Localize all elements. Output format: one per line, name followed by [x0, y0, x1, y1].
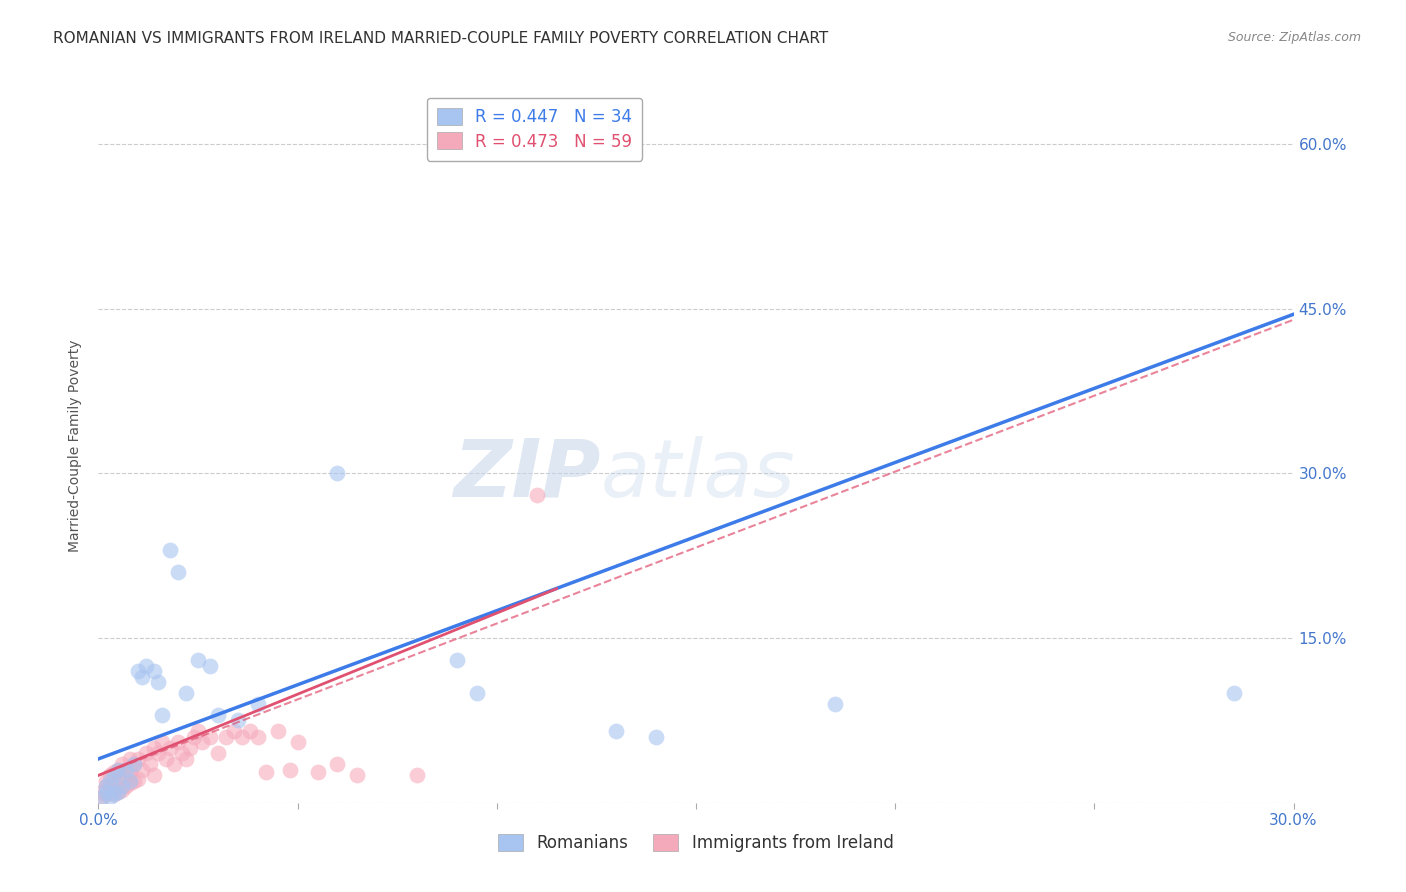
- Point: [127, 772, 149, 786]
- Point: [98, 773, 122, 788]
- Text: ROMANIAN VS IMMIGRANTS FROM IRELAND MARRIED-COUPLE FAMILY POVERTY CORRELATION CH: ROMANIAN VS IMMIGRANTS FROM IRELAND MARR…: [53, 31, 828, 46]
- Legend: Romanians, Immigrants from Ireland: Romanians, Immigrants from Ireland: [492, 827, 900, 859]
- Point: [254, 765, 277, 780]
- Point: [198, 730, 221, 744]
- Point: [207, 708, 229, 723]
- Point: [91, 785, 114, 799]
- Point: [163, 757, 186, 772]
- Point: [267, 724, 290, 739]
- Point: [446, 653, 468, 667]
- Point: [120, 776, 142, 790]
- Point: [135, 747, 157, 761]
- Point: [124, 757, 146, 772]
- Point: [107, 763, 129, 777]
- Point: [107, 763, 129, 777]
- Point: [167, 735, 190, 749]
- Point: [115, 763, 138, 777]
- Point: [526, 488, 548, 502]
- Point: [127, 664, 149, 678]
- Point: [207, 747, 229, 761]
- Point: [167, 566, 190, 580]
- Point: [98, 785, 122, 799]
- Point: [824, 697, 846, 711]
- Point: [605, 724, 627, 739]
- Point: [226, 714, 249, 728]
- Point: [120, 752, 142, 766]
- Point: [91, 790, 114, 805]
- Point: [465, 686, 488, 700]
- Point: [174, 686, 197, 700]
- Point: [159, 543, 181, 558]
- Point: [96, 780, 118, 794]
- Point: [307, 765, 329, 780]
- Point: [139, 757, 162, 772]
- Point: [1223, 686, 1246, 700]
- Point: [191, 735, 214, 749]
- Point: [179, 740, 201, 755]
- Point: [143, 740, 166, 755]
- Point: [111, 782, 134, 797]
- Point: [120, 765, 142, 780]
- Point: [107, 785, 129, 799]
- Point: [96, 773, 118, 788]
- Point: [150, 735, 173, 749]
- Point: [278, 763, 301, 777]
- Point: [187, 724, 209, 739]
- Point: [150, 708, 173, 723]
- Text: atlas: atlas: [600, 435, 796, 514]
- Point: [183, 730, 205, 744]
- Point: [143, 664, 166, 678]
- Point: [111, 768, 134, 782]
- Point: [215, 730, 238, 744]
- Point: [346, 768, 368, 782]
- Point: [127, 752, 149, 766]
- Point: [287, 735, 309, 749]
- Point: [98, 790, 122, 805]
- Point: [107, 772, 129, 786]
- Text: Source: ZipAtlas.com: Source: ZipAtlas.com: [1227, 31, 1361, 45]
- Point: [143, 768, 166, 782]
- Point: [103, 776, 125, 790]
- Point: [96, 780, 118, 794]
- Point: [148, 675, 170, 690]
- Point: [174, 752, 197, 766]
- Point: [91, 790, 114, 805]
- Point: [155, 752, 177, 766]
- Text: ZIP: ZIP: [453, 435, 600, 514]
- Y-axis label: Married-Couple Family Poverty: Married-Couple Family Poverty: [69, 340, 83, 552]
- Point: [103, 768, 125, 782]
- Point: [111, 757, 134, 772]
- Point: [103, 787, 125, 801]
- Point: [124, 757, 146, 772]
- Point: [246, 697, 269, 711]
- Point: [131, 669, 153, 683]
- Point: [124, 773, 146, 788]
- Point: [103, 787, 125, 801]
- Point: [135, 658, 157, 673]
- Point: [326, 467, 349, 481]
- Point: [326, 757, 349, 772]
- Point: [115, 763, 138, 777]
- Point: [231, 730, 253, 744]
- Point: [159, 740, 181, 755]
- Point: [406, 768, 429, 782]
- Point: [239, 724, 262, 739]
- Point: [98, 768, 122, 782]
- Point: [107, 785, 129, 799]
- Point: [103, 765, 125, 780]
- Point: [120, 773, 142, 788]
- Point: [96, 787, 118, 801]
- Point: [111, 780, 134, 794]
- Point: [98, 780, 122, 794]
- Point: [246, 730, 269, 744]
- Point: [187, 653, 209, 667]
- Point: [131, 763, 153, 777]
- Point: [222, 724, 245, 739]
- Point: [148, 747, 170, 761]
- Point: [198, 658, 221, 673]
- Point: [96, 785, 118, 799]
- Point: [115, 780, 138, 794]
- Point: [172, 747, 194, 761]
- Point: [645, 730, 668, 744]
